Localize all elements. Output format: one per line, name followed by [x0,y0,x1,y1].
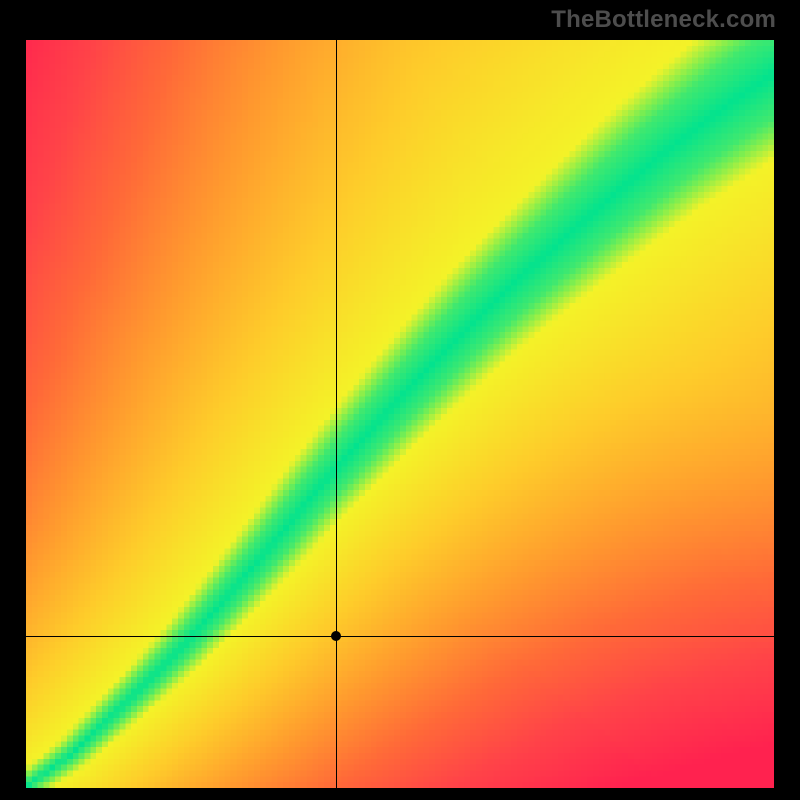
plot-area [26,40,774,788]
chart-stage: TheBottleneck.com [0,0,800,800]
bottleneck-heatmap [26,40,774,788]
operating-point-marker [331,631,341,641]
crosshair-vertical [336,40,337,788]
crosshair-horizontal [26,636,774,637]
watermark-text: TheBottleneck.com [551,6,776,34]
